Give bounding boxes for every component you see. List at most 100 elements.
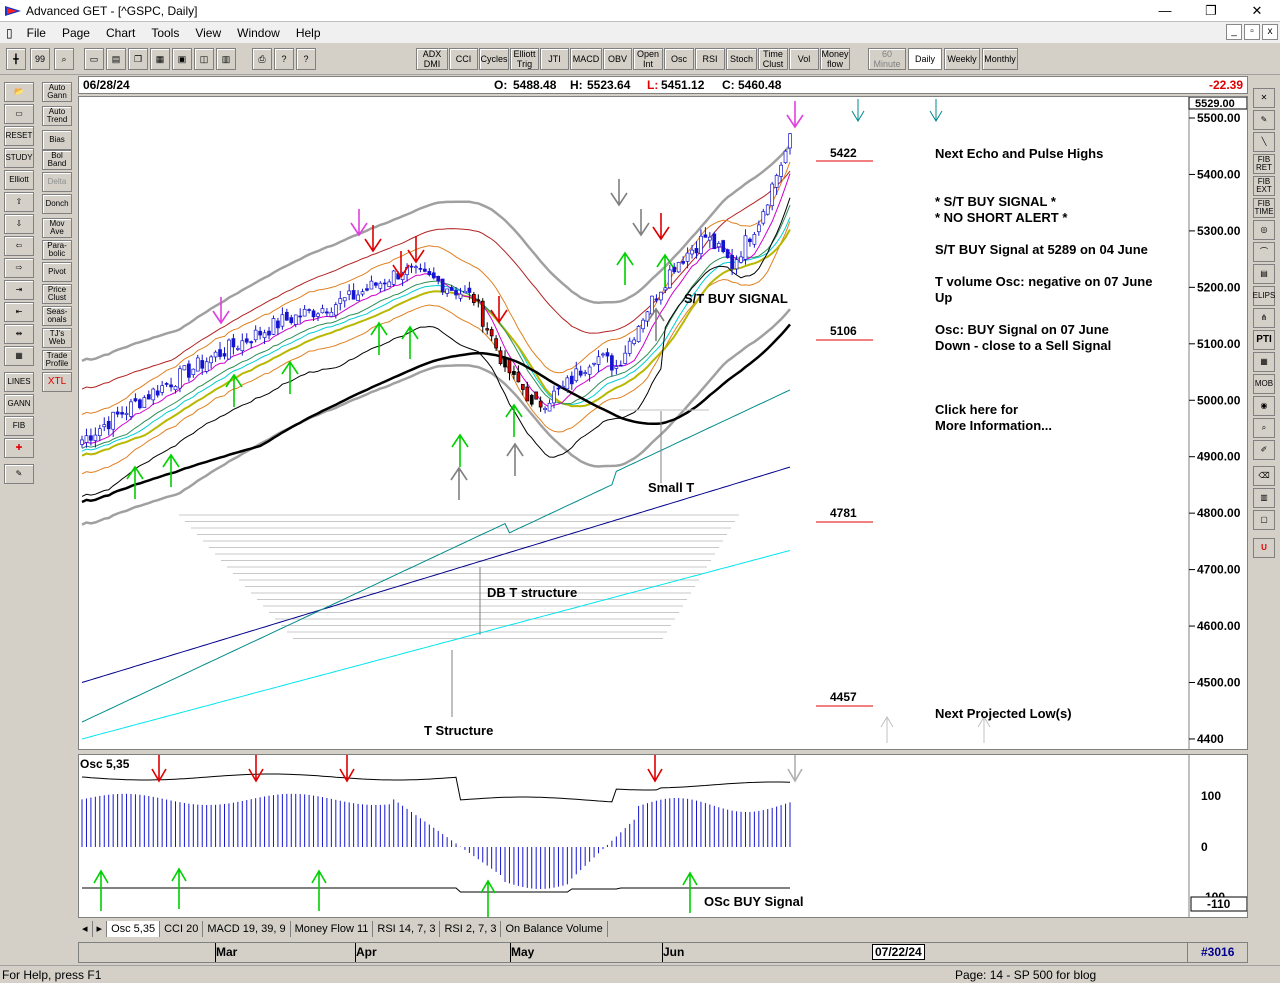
tile-icon[interactable]: ▥ xyxy=(216,48,236,70)
zoom-tool-icon[interactable]: ⌕ xyxy=(1253,418,1275,438)
tab-money-flow[interactable]: Money Flow 11 xyxy=(291,921,374,937)
doc-minimize-button[interactable]: _ xyxy=(1226,24,1242,40)
more-info-link-2[interactable]: More Information... xyxy=(935,418,1052,433)
fib-circle-icon[interactable]: ◎ xyxy=(1253,220,1275,240)
study-elliott-trig-button[interactable]: Elliott Trig xyxy=(510,48,539,70)
study-cycles-button[interactable]: Cycles xyxy=(479,48,509,70)
date-axis[interactable]: Mar Apr May Jun 07/22/24 #3016 xyxy=(78,942,1248,963)
tjs-web-button[interactable]: TJ's Web xyxy=(42,328,72,348)
trade-profile-button[interactable]: Trade Profile xyxy=(42,350,72,370)
eraser-icon[interactable]: ⌫ xyxy=(1253,466,1275,486)
price-chart-canvas[interactable]: 5529.00 5500.00 5400.00 5300.00 5200.00 5100… xyxy=(79,97,1248,750)
grid-tool-icon[interactable]: ▦ xyxy=(1253,352,1275,372)
context-help-icon[interactable]: ? xyxy=(296,48,316,70)
delta-button[interactable]: Delta xyxy=(42,172,72,192)
crosshair-icon[interactable]: ✚ xyxy=(4,438,34,458)
fan-icon[interactable]: ⌒ xyxy=(1253,242,1275,262)
bol-band-button[interactable]: Bol Band xyxy=(42,150,72,170)
study-obv-button[interactable]: OBV xyxy=(603,48,632,70)
open-folder-icon[interactable]: 📂 xyxy=(4,82,34,102)
menu-window[interactable]: Window xyxy=(237,25,280,40)
tab-osc[interactable]: Osc 5,35 xyxy=(107,921,161,937)
auto-gann-button[interactable]: Auto Gann xyxy=(42,82,72,102)
study-macd-button[interactable]: MACD xyxy=(570,48,602,70)
close-button[interactable]: ✕ xyxy=(1251,3,1263,18)
print-icon[interactable]: ⎙ xyxy=(252,48,272,70)
restore-button[interactable]: ❐ xyxy=(1205,3,1217,18)
oscillator-panel[interactable]: Osc 5,35 100 0 -100 -110 OSc BUY Signal xyxy=(78,754,1248,918)
tab-obv[interactable]: On Balance Volume xyxy=(501,921,608,937)
mov-ave-button[interactable]: Mov Ave xyxy=(42,218,72,238)
menu-chart[interactable]: Chart xyxy=(105,25,136,40)
more-info-link-1[interactable]: Click here for xyxy=(935,402,1018,417)
price-clust-button[interactable]: Price Clust xyxy=(42,284,72,304)
menu-view[interactable]: View xyxy=(195,25,222,40)
study-open-int-button[interactable]: Open Int xyxy=(633,48,663,70)
copy-icon[interactable]: ❐ xyxy=(128,48,148,70)
auto-trend-button[interactable]: Auto Trend xyxy=(42,106,72,126)
box-icon[interactable]: ▢ xyxy=(1253,510,1275,530)
xtl-button[interactable]: XTL xyxy=(42,372,72,392)
seasonals-button[interactable]: Seas-onals xyxy=(42,306,72,326)
study-adx-dmi-button[interactable]: ADX DMI xyxy=(416,48,448,70)
quote-icon[interactable]: 99 xyxy=(30,48,50,70)
tab-rsi-14[interactable]: RSI 14, 7, 3 xyxy=(373,921,441,937)
menu-tools[interactable]: Tools xyxy=(151,25,180,40)
oscillator-canvas[interactable]: Osc 5,35 100 0 -100 -110 OSc BUY Signal xyxy=(79,755,1248,918)
pencil-icon[interactable]: ✎ xyxy=(1253,110,1275,130)
study-osc-button[interactable]: Osc xyxy=(664,48,694,70)
study-cci-button[interactable]: CCI xyxy=(449,48,478,70)
arrow-left-icon[interactable]: ⇦ xyxy=(4,236,34,256)
tab-scroll-left[interactable]: ◂ xyxy=(78,921,93,937)
close-tool-icon[interactable]: ✕ xyxy=(1253,88,1275,108)
trash-icon[interactable]: ▥ xyxy=(1253,488,1275,508)
bias-button[interactable]: Bias xyxy=(42,130,72,150)
fib-ext-button[interactable]: FIB EXT xyxy=(1253,176,1275,196)
elips-button[interactable]: ELIPS xyxy=(1253,286,1275,306)
menu-help[interactable]: Help xyxy=(295,25,321,40)
notes-icon[interactable]: ✎ xyxy=(4,464,34,484)
arrow-right-icon[interactable]: ⇨ xyxy=(4,258,34,278)
lines-tool-button[interactable]: LINES xyxy=(4,372,34,392)
tab-macd[interactable]: MACD 19, 39, 9 xyxy=(203,921,291,937)
text-tool-icon[interactable]: ✐ xyxy=(1253,440,1275,460)
pitchfork-icon[interactable]: ⋔ xyxy=(1253,308,1275,328)
tab-rsi-2[interactable]: RSI 2, 7, 3 xyxy=(440,921,502,937)
study-stoch-button[interactable]: Stoch xyxy=(726,48,757,70)
timeframe-60-minute-button[interactable]: 60 Minute xyxy=(868,48,906,70)
study-tool-button[interactable]: STUDY xyxy=(4,148,34,168)
open-page-icon[interactable]: ▤ xyxy=(106,48,126,70)
timeframe-weekly-button[interactable]: Weekly xyxy=(944,48,980,70)
doc-close-button[interactable]: x xyxy=(1262,24,1278,40)
help-icon[interactable]: ? xyxy=(274,48,294,70)
grid-icon[interactable]: ▦ xyxy=(4,346,34,366)
doc-restore-button[interactable]: ▫ xyxy=(1244,24,1260,40)
channel-icon[interactable]: ▤ xyxy=(1253,264,1275,284)
pivot-button[interactable]: Pivot xyxy=(42,262,72,282)
undo-icon[interactable]: U xyxy=(1253,538,1275,558)
price-chart[interactable]: 5529.00 5500.00 5400.00 5300.00 5200.00 5100… xyxy=(78,96,1248,750)
elliott-tool-button[interactable]: Elliott xyxy=(4,170,34,190)
gann-tool-button[interactable]: GANN xyxy=(4,394,34,414)
chart-icon[interactable]: ▦ xyxy=(150,48,170,70)
menu-page[interactable]: Page xyxy=(61,25,90,40)
save-icon[interactable]: ▭ xyxy=(4,104,34,124)
tab-scroll-right[interactable]: ▸ xyxy=(93,921,108,937)
parabolic-button[interactable]: Para-bolic xyxy=(42,240,72,260)
expand-icon[interactable]: ⇤ xyxy=(4,302,34,322)
fib-ret-button[interactable]: FIB RET xyxy=(1253,154,1275,174)
study-jti-button[interactable]: JTI xyxy=(540,48,569,70)
cursor-icon[interactable]: ╋ xyxy=(6,48,26,70)
target-icon[interactable]: ◉ xyxy=(1253,396,1275,416)
spread-icon[interactable]: ⇹ xyxy=(4,324,34,344)
minimize-button[interactable]: — xyxy=(1158,3,1172,18)
study-vol-button[interactable]: Vol xyxy=(789,48,819,70)
donch-button[interactable]: Donch xyxy=(42,194,72,214)
arrow-down-icon[interactable]: ⇩ xyxy=(4,214,34,234)
line-tool-icon[interactable]: ╲ xyxy=(1253,132,1275,152)
study-time-clust-button[interactable]: Time Clust xyxy=(758,48,788,70)
mob-button[interactable]: MOB xyxy=(1253,374,1275,394)
window-icon[interactable]: ◫ xyxy=(194,48,214,70)
pti-button[interactable]: PTI xyxy=(1253,330,1275,350)
layout-icon[interactable]: ▣ xyxy=(172,48,192,70)
